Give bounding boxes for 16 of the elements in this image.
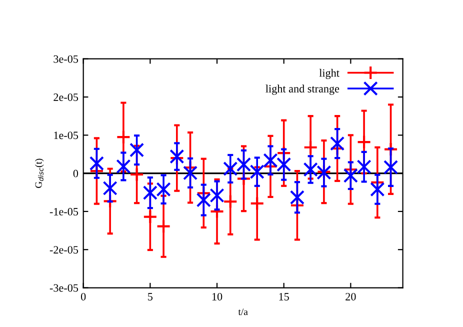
legend-label: light and strange <box>266 84 340 95</box>
x-tick-label: 10 <box>212 292 222 300</box>
y-tick-label: -3e-05 <box>50 284 78 292</box>
y-tick-label: -2e-05 <box>50 246 78 254</box>
y-tick-label: -1e-05 <box>50 208 78 216</box>
y-axis-title: G$_{disc}$(t) <box>34 158 44 188</box>
y-tick-label: 2e-05 <box>54 93 78 101</box>
y-tick-label: 0 <box>73 170 78 178</box>
x-tick-label: 0 <box>80 292 86 300</box>
x-tick-label: 5 <box>148 293 153 300</box>
legend-label: light <box>319 68 340 80</box>
x-tick-label: 20 <box>346 292 356 300</box>
x-tick-label: 15 <box>279 292 289 300</box>
y-tick-label: 1e-05 <box>54 132 78 140</box>
y-tick-label: 3e-05 <box>54 55 78 63</box>
x-axis-title: t/a <box>238 308 248 316</box>
